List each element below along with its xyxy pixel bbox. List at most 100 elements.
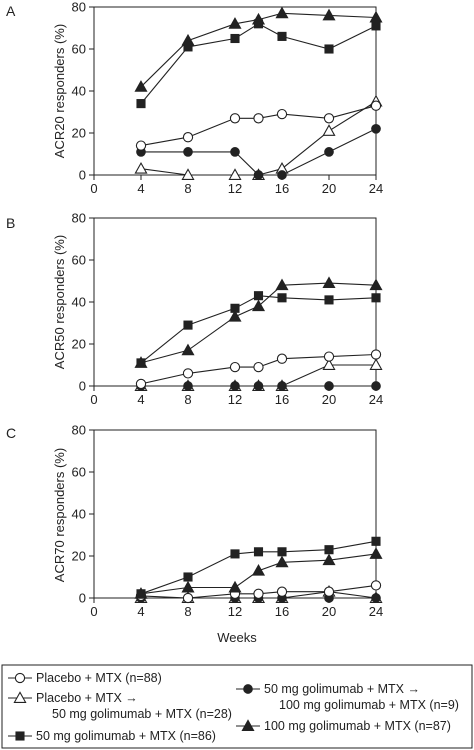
- legend-symbol: [241, 719, 255, 731]
- x-tick-label: 8: [184, 181, 191, 196]
- panel-a-label: A: [6, 3, 16, 19]
- x-tick-label: 0: [90, 392, 97, 407]
- x-tick-label: 4: [137, 181, 144, 196]
- x-tick-label: 0: [90, 181, 97, 196]
- legend-marker-gol100: [236, 719, 260, 731]
- data-point-gol50: [277, 293, 287, 303]
- data-point-placebo: [276, 108, 288, 120]
- data-point-gol100: [228, 309, 242, 322]
- data-point-placebo: [182, 368, 194, 379]
- data-point-gol50-switch: [253, 381, 264, 391]
- panel-c-plot: 0 20 40 60 80 0 4 8 12 16 20 24: [72, 423, 384, 620]
- data-point-gol50-switch: [371, 381, 381, 391]
- data-point-placebo-switch: [322, 124, 336, 136]
- x-tick-label: 20: [322, 392, 336, 407]
- data-point-gol50-switch: [371, 123, 381, 134]
- x-tick-label: 20: [322, 604, 336, 619]
- panel-b: B ACR50 responders (%) 0 20 40 60 80 0 4 8 12 16 2…: [6, 211, 383, 408]
- data-point-gol50: [371, 293, 381, 303]
- data-point-gol50: [136, 99, 146, 109]
- data-point-gol100: [134, 587, 148, 599]
- data-point-gol100: [251, 299, 266, 312]
- series-line-gol50-switch: [141, 128, 377, 176]
- data-point-gol50-switch: [183, 147, 193, 157]
- series-line-gol50: [140, 23, 377, 104]
- legend-box: [1, 664, 473, 749]
- data-point-placebo-switch: [228, 168, 242, 180]
- x-tick-label: 4: [137, 604, 144, 619]
- x-axis-label: Weeks: [217, 630, 257, 645]
- data-point-gol100: [181, 580, 195, 593]
- data-point-placebo-switch: [181, 168, 195, 180]
- data-point-gol50: [371, 536, 381, 546]
- data-point-gol100: [369, 278, 383, 291]
- data-point-gol50: [371, 21, 381, 31]
- x-tick-label: 24: [369, 604, 383, 619]
- data-point-gol50-switch: [324, 147, 334, 157]
- x-tick-label: 20: [322, 181, 336, 196]
- legend-marker-placebo: [8, 672, 32, 684]
- data-point-gol50-switch: [230, 147, 240, 157]
- panel-c-label: C: [6, 425, 16, 441]
- data-point-gol100: [322, 276, 336, 289]
- data-point-placebo: [323, 113, 335, 124]
- x-tick-label: 16: [275, 392, 289, 407]
- legend: Placebo + MTX (n=88) Placebo + MTX → 50 …: [1, 664, 473, 749]
- legend-label-placebo-switch-2: 50 mg golimumab + MTX (n=28): [52, 707, 232, 721]
- legend-symbol: [243, 684, 253, 694]
- data-point-gol50: [324, 545, 334, 555]
- y-tick-label: 20: [72, 126, 86, 141]
- data-point-placebo: [370, 100, 382, 111]
- data-point-placebo: [323, 586, 335, 597]
- data-point-placebo: [253, 113, 264, 124]
- data-point-gol100: [369, 547, 383, 559]
- x-tick-label: 24: [369, 392, 383, 407]
- data-point-placebo: [182, 132, 194, 143]
- panel-b-plot: 0 20 40 60 80 0 4 8 12 16 20 24: [72, 211, 384, 408]
- data-point-placebo: [276, 586, 288, 597]
- data-point-gol100: [275, 555, 289, 568]
- data-point-gol100: [322, 8, 336, 21]
- data-point-gol100: [275, 278, 289, 291]
- data-point-gol50: [324, 44, 334, 54]
- panel-c: C ACR70 responders (%) 0 20 40 60 80 0 4 8 12 16 2…: [6, 423, 383, 620]
- data-point-gol50-switch: [253, 170, 264, 180]
- data-point-gol50-switch: [183, 381, 193, 391]
- data-point-gol50-switch: [324, 381, 334, 391]
- series-line-placebo-switch: [140, 101, 377, 176]
- plot-frame: [93, 429, 377, 599]
- y-tick-label: 60: [72, 253, 86, 268]
- data-point-placebo: [135, 140, 147, 151]
- panel-a-plot: 0 20 40 60 80 0 4 8 12 16 20 24: [72, 0, 384, 196]
- data-point-placebo-switch: [322, 358, 336, 370]
- data-point-gol50-switch: [371, 593, 381, 603]
- data-point-gol100: [251, 12, 266, 25]
- legend-label-placebo: Placebo + MTX (n=88): [36, 671, 162, 685]
- y-tick-label: 20: [72, 549, 86, 564]
- data-point-gol50: [230, 33, 240, 44]
- y-tick-label: 0: [79, 168, 86, 183]
- data-point-gol50: [253, 291, 264, 301]
- data-point-placebo: [276, 353, 288, 364]
- data-point-placebo: [253, 361, 264, 373]
- legend-marker-placebo-switch: [8, 691, 32, 703]
- legend-label-gol100: 100 mg golimumab + MTX (n=87): [264, 719, 451, 733]
- data-point-gol50-switch: [277, 170, 287, 180]
- x-tick-label: 12: [228, 181, 242, 196]
- x-tick-label: 12: [228, 392, 242, 407]
- panel-a-y-axis-label: ACR20 responders (%): [52, 24, 67, 158]
- data-point-placebo: [229, 361, 241, 373]
- data-point-gol50: [253, 547, 264, 557]
- legend-symbol: [15, 731, 25, 741]
- legend-label-gol50: 50 mg golimumab + MTX (n=86): [36, 729, 216, 743]
- data-point-gol100: [322, 553, 336, 566]
- x-tick-label: 8: [184, 392, 191, 407]
- y-tick-label: 60: [72, 42, 86, 57]
- x-tick-label: 24: [369, 181, 383, 196]
- x-tick-label: 4: [137, 392, 144, 407]
- legend-marker-gol50-switch: [236, 684, 260, 694]
- legend-symbol: [13, 691, 27, 703]
- y-tick-label: 0: [79, 591, 86, 606]
- data-point-gol50: [183, 572, 193, 582]
